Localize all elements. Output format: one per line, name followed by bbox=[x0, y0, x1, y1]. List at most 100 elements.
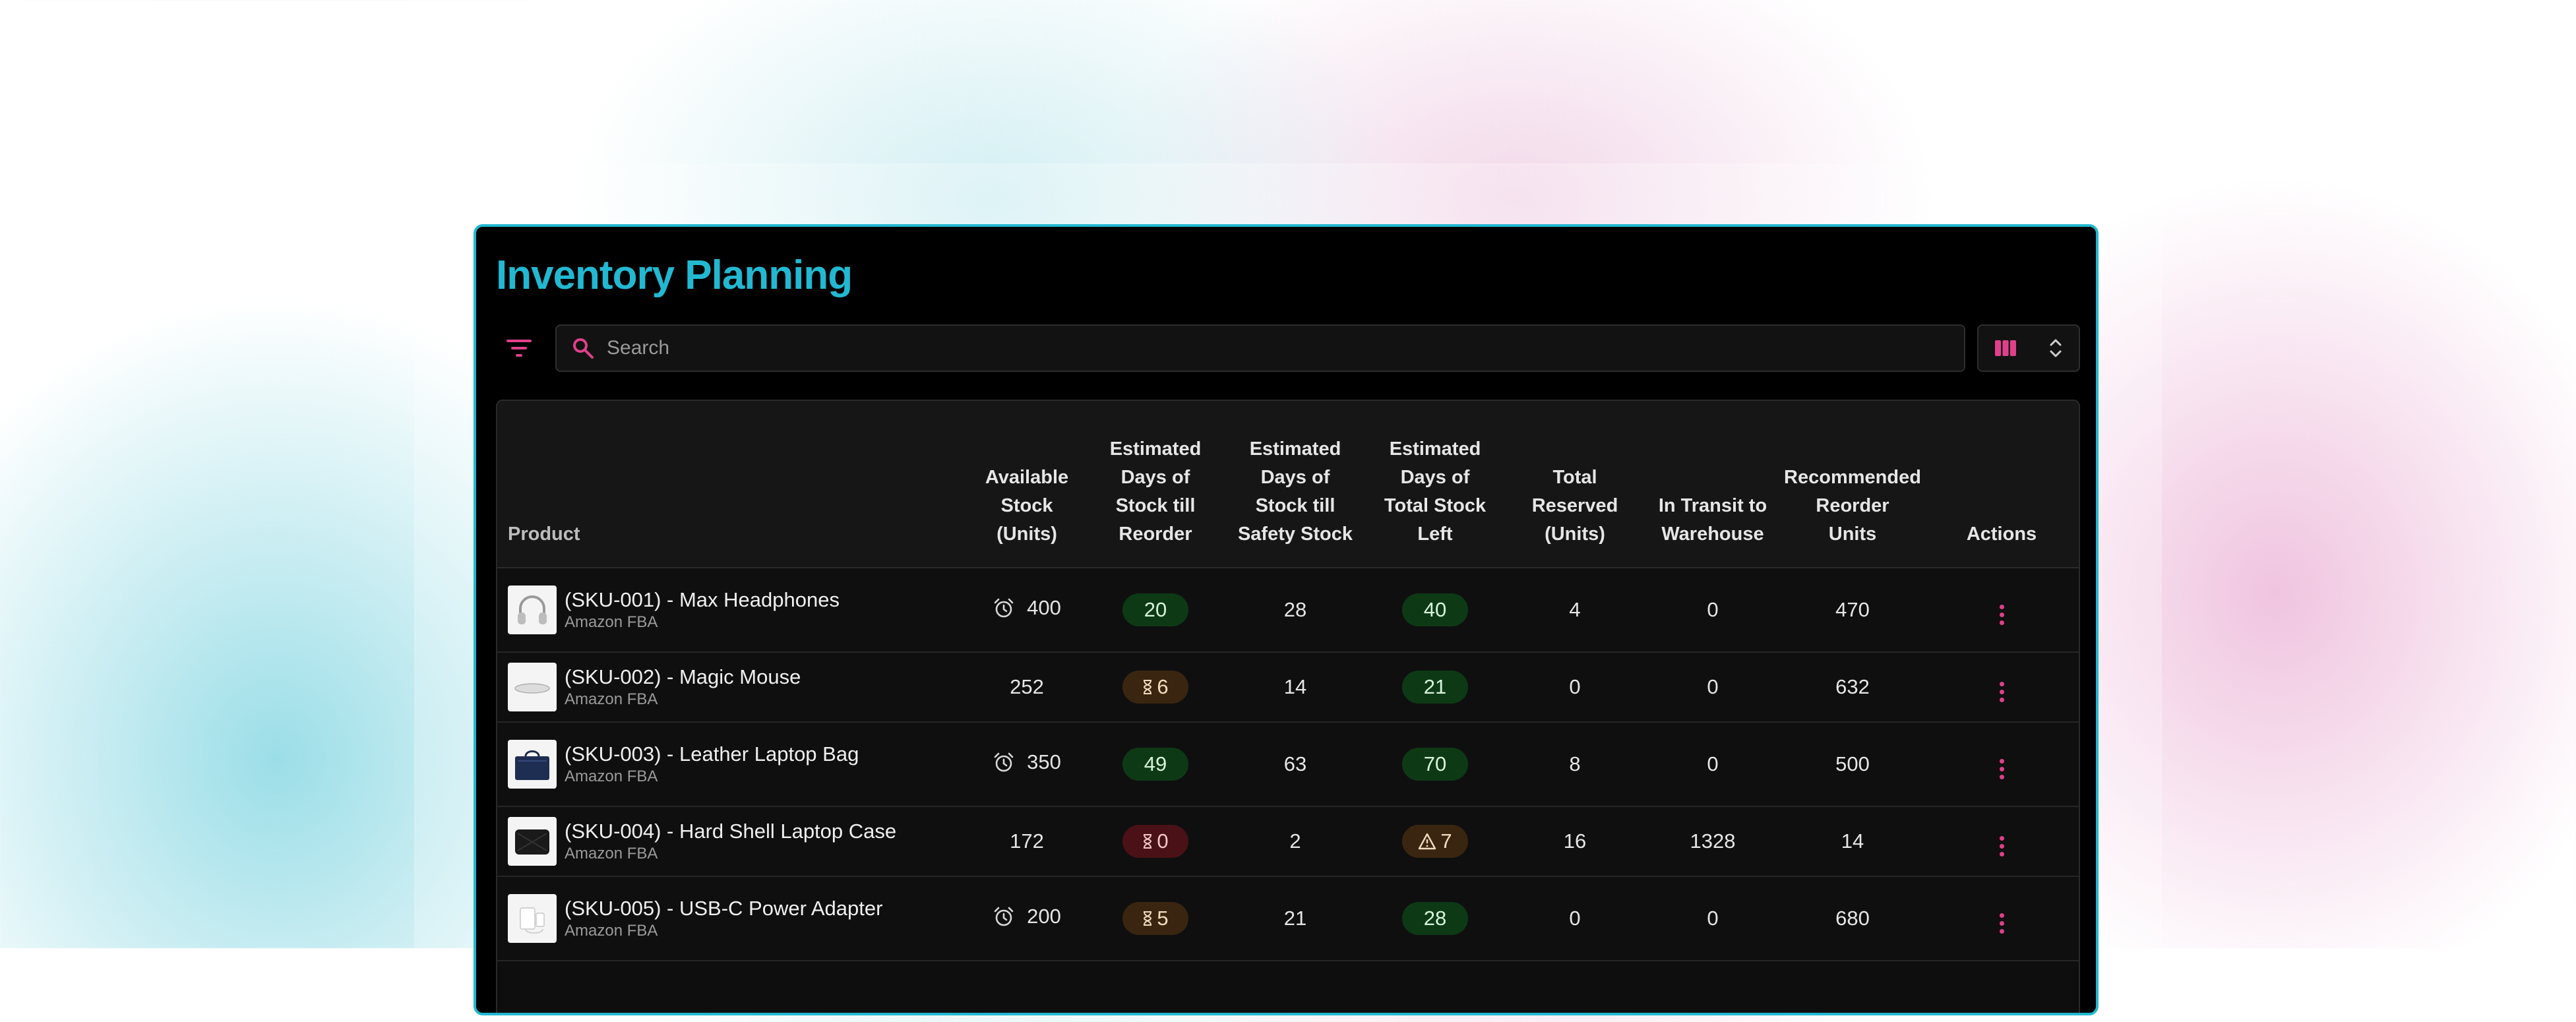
hourglass-icon bbox=[1144, 680, 1152, 694]
table-row[interactable]: (SKU-001) - Max Headphones Amazon FBA 40… bbox=[497, 568, 2079, 653]
header-in-transit[interactable]: In Transit to Warehouse bbox=[1645, 401, 1781, 568]
reserved-cell: 0 bbox=[1505, 876, 1645, 961]
product-name[interactable]: (SKU-001) - Max Headphones bbox=[565, 588, 840, 611]
total-left-cell: 7 bbox=[1365, 806, 1505, 877]
reserved-cell: 16 bbox=[1505, 806, 1645, 877]
reorder-days-cell: 20 bbox=[1086, 568, 1225, 653]
header-available-stock[interactable]: Available Stock (Units) bbox=[968, 401, 1086, 568]
recommended-cell: 680 bbox=[1781, 876, 1924, 961]
available-stock-cell: 400 bbox=[968, 568, 1086, 653]
status-badge: 70 bbox=[1402, 748, 1468, 781]
laptop-bag-icon bbox=[508, 740, 557, 789]
recommended-cell: 14 bbox=[1781, 806, 1924, 877]
reorder-days-cell: 0 bbox=[1086, 806, 1225, 877]
search-icon bbox=[570, 335, 596, 361]
actions-cell bbox=[1924, 806, 2079, 877]
status-badge: 0 bbox=[1122, 825, 1188, 858]
total-left-cell: 70 bbox=[1365, 722, 1505, 807]
transit-cell: 0 bbox=[1645, 722, 1781, 807]
actions-cell bbox=[1924, 876, 2079, 961]
product-cell: (SKU-005) - USB-C Power Adapter Amazon F… bbox=[497, 876, 968, 961]
status-badge: 40 bbox=[1402, 593, 1468, 626]
safety-days-cell: 63 bbox=[1225, 722, 1365, 807]
safety-days-cell: 14 bbox=[1225, 652, 1365, 723]
product-name[interactable]: (SKU-003) - Leather Laptop Bag bbox=[565, 742, 859, 766]
columns-icon bbox=[1995, 340, 2016, 356]
actions-cell bbox=[1924, 722, 2079, 807]
more-actions-icon[interactable] bbox=[1990, 678, 2013, 706]
product-channel: Amazon FBA bbox=[565, 613, 658, 631]
available-stock-cell: 350 bbox=[968, 722, 1086, 807]
status-badge: 20 bbox=[1122, 593, 1188, 626]
hourglass-icon bbox=[1144, 834, 1152, 849]
product-cell: (SKU-001) - Max Headphones Amazon FBA bbox=[497, 568, 968, 653]
product-name[interactable]: (SKU-002) - Magic Mouse bbox=[565, 665, 801, 688]
laptop-case-icon bbox=[508, 817, 557, 866]
reorder-days-cell: 5 bbox=[1086, 876, 1225, 961]
header-product[interactable]: Product bbox=[497, 401, 968, 568]
header-recommended-reorder[interactable]: Recommended Reorder Units bbox=[1781, 401, 1924, 568]
product-channel: Amazon FBA bbox=[565, 845, 658, 862]
recommended-cell: 632 bbox=[1781, 652, 1924, 723]
page-title: Inventory Planning bbox=[496, 253, 853, 298]
recommended-cell: 500 bbox=[1781, 722, 1924, 807]
status-badge: 5 bbox=[1122, 902, 1188, 935]
product-name[interactable]: (SKU-005) - USB-C Power Adapter bbox=[565, 897, 883, 920]
headphones-icon bbox=[508, 586, 557, 634]
search-bar[interactable] bbox=[555, 324, 1965, 372]
more-actions-icon[interactable] bbox=[1990, 832, 2013, 860]
filter-button[interactable] bbox=[496, 324, 542, 372]
product-channel: Amazon FBA bbox=[565, 690, 658, 708]
power-adapter-icon bbox=[508, 894, 557, 943]
alarm-clock-icon bbox=[994, 752, 1014, 771]
reserved-cell: 8 bbox=[1505, 722, 1645, 807]
header-days-till-safety-stock[interactable]: Estimated Days of Stock till Safety Stock bbox=[1225, 401, 1365, 568]
more-actions-icon[interactable] bbox=[1990, 601, 2013, 629]
product-channel: Amazon FBA bbox=[565, 767, 658, 785]
status-badge: 7 bbox=[1402, 825, 1468, 858]
reserved-cell: 0 bbox=[1505, 652, 1645, 723]
product-cell: (SKU-003) - Leather Laptop Bag Amazon FB… bbox=[497, 722, 968, 807]
available-stock-cell: 252 bbox=[968, 652, 1086, 723]
header-days-total-stock-left[interactable]: Estimated Days of Total Stock Left bbox=[1365, 401, 1505, 568]
product-name[interactable]: (SKU-004) - Hard Shell Laptop Case bbox=[565, 820, 897, 843]
actions-cell bbox=[1924, 652, 2079, 723]
status-badge: 6 bbox=[1122, 671, 1188, 704]
status-badge: 49 bbox=[1122, 748, 1188, 781]
header-actions: Actions bbox=[1924, 401, 2079, 568]
hourglass-icon bbox=[1144, 911, 1152, 926]
total-left-cell: 21 bbox=[1365, 652, 1505, 723]
inventory-table: Product Available Stock (Units) Estimated D… bbox=[496, 400, 2080, 1013]
columns-toggle-button[interactable] bbox=[1977, 324, 2080, 372]
total-left-cell: 28 bbox=[1365, 876, 1505, 961]
more-actions-icon[interactable] bbox=[1990, 909, 2013, 938]
transit-cell: 0 bbox=[1645, 568, 1781, 653]
safety-days-cell: 2 bbox=[1225, 806, 1365, 877]
available-stock-cell: 172 bbox=[968, 806, 1086, 877]
search-input[interactable] bbox=[605, 336, 1964, 360]
header-days-till-reorder[interactable]: Estimated Days of Stock till Reorder bbox=[1086, 401, 1225, 568]
header-total-reserved[interactable]: Total Reserved (Units) bbox=[1505, 401, 1645, 568]
safety-days-cell: 28 bbox=[1225, 568, 1365, 653]
status-badge: 28 bbox=[1402, 902, 1468, 935]
table-row[interactable]: (SKU-005) - USB-C Power Adapter Amazon F… bbox=[497, 876, 2079, 961]
transit-cell: 0 bbox=[1645, 876, 1781, 961]
table-row[interactable]: (SKU-003) - Leather Laptop Bag Amazon FB… bbox=[497, 722, 2079, 807]
alarm-clock-icon bbox=[994, 598, 1014, 617]
product-channel: Amazon FBA bbox=[565, 922, 658, 940]
alarm-clock-icon bbox=[994, 907, 1014, 926]
recommended-cell: 470 bbox=[1781, 568, 1924, 653]
table-header-row: Product Available Stock (Units) Estimated D… bbox=[497, 401, 2079, 568]
transit-cell: 0 bbox=[1645, 652, 1781, 723]
product-cell: (SKU-004) - Hard Shell Laptop Case Amazo… bbox=[497, 806, 968, 877]
total-left-cell: 40 bbox=[1365, 568, 1505, 653]
more-actions-icon[interactable] bbox=[1990, 755, 2013, 783]
reserved-cell: 4 bbox=[1505, 568, 1645, 653]
actions-cell bbox=[1924, 568, 2079, 653]
table-row[interactable]: (SKU-004) - Hard Shell Laptop Case Amazo… bbox=[497, 806, 2079, 877]
table-row[interactable]: (SKU-002) - Magic Mouse Amazon FBA 252 6… bbox=[497, 652, 2079, 723]
product-cell: (SKU-002) - Magic Mouse Amazon FBA bbox=[497, 652, 968, 723]
chevron-up-down-icon bbox=[2050, 339, 2062, 357]
reorder-days-cell: 6 bbox=[1086, 652, 1225, 723]
status-badge: 21 bbox=[1402, 671, 1468, 704]
